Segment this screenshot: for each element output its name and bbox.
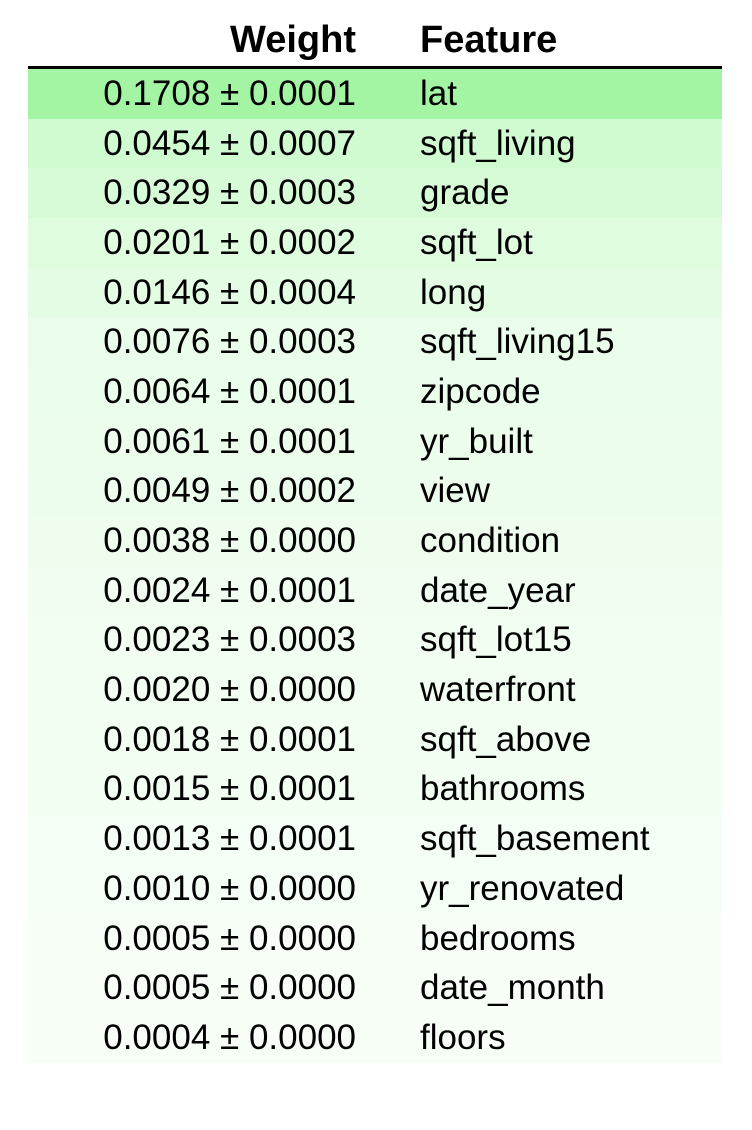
feature-cell: sqft_living <box>420 123 576 163</box>
feature-cell: bathrooms <box>420 769 586 809</box>
table-row: 0.0076 ± 0.0003 sqft_living15 <box>28 317 722 368</box>
table-row: 0.0049 ± 0.0002 view <box>28 466 722 517</box>
feature-cell: bedrooms <box>420 918 576 958</box>
feature-cell: sqft_lot <box>420 222 533 262</box>
table-row: 0.0061 ± 0.0001 yr_built <box>28 416 722 467</box>
weight-cell: 0.0076 ± 0.0003 <box>103 322 356 362</box>
feature-weights-table-container: Weight Feature 0.1708 ± 0.0001 lat 0.0454 … <box>28 14 722 1063</box>
feature-cell: lat <box>420 73 457 113</box>
feature-cell: view <box>420 471 491 511</box>
table-row: 0.1708 ± 0.0001 lat <box>28 67 722 119</box>
feature-cell: waterfront <box>420 670 576 710</box>
table-row: 0.0005 ± 0.0000 bedrooms <box>28 913 722 964</box>
table-row: 0.0020 ± 0.0000 waterfront <box>28 665 722 715</box>
weight-cell: 0.0005 ± 0.0000 <box>103 918 356 958</box>
weight-cell: 0.0454 ± 0.0007 <box>103 123 356 163</box>
weight-cell: 0.0064 ± 0.0001 <box>103 371 356 411</box>
feature-cell: date_month <box>420 968 605 1008</box>
feature-cell: sqft_living15 <box>420 322 615 362</box>
weight-cell: 0.0015 ± 0.0001 <box>103 769 356 809</box>
table-row: 0.0015 ± 0.0001 bathrooms <box>28 764 722 815</box>
weight-cell: 0.0004 ± 0.0000 <box>103 1017 356 1057</box>
feature-weights-table: Weight Feature 0.1708 ± 0.0001 lat 0.0454 … <box>28 14 722 1063</box>
table-row: 0.0004 ± 0.0000 floors <box>28 1013 722 1063</box>
table-row: 0.0005 ± 0.0000 date_month <box>28 963 722 1014</box>
feature-cell: zipcode <box>420 371 541 411</box>
table-row: 0.0013 ± 0.0001 sqft_basement <box>28 814 722 864</box>
feature-cell: grade <box>420 173 510 213</box>
table-row: 0.0018 ± 0.0001 sqft_above <box>28 714 722 765</box>
weight-cell: 0.0013 ± 0.0001 <box>103 819 356 859</box>
table-row: 0.0024 ± 0.0001 date_year <box>28 565 722 616</box>
weight-cell: 0.1708 ± 0.0001 <box>103 73 356 113</box>
weight-cell: 0.0023 ± 0.0003 <box>103 620 356 660</box>
weight-cell: 0.0010 ± 0.0000 <box>103 868 356 908</box>
table-header: Weight Feature <box>28 14 722 69</box>
table-row: 0.0064 ± 0.0001 zipcode <box>28 367 722 417</box>
weight-cell: 0.0018 ± 0.0001 <box>103 719 356 759</box>
table-row: 0.0023 ± 0.0003 sqft_lot15 <box>28 615 722 666</box>
feature-cell: long <box>420 272 487 312</box>
weight-cell: 0.0201 ± 0.0002 <box>103 222 356 262</box>
table-row: 0.0146 ± 0.0004 long <box>28 267 722 318</box>
feature-cell: sqft_basement <box>420 819 650 859</box>
weight-cell: 0.0329 ± 0.0003 <box>103 173 356 213</box>
weight-column-header: Weight <box>28 14 388 69</box>
feature-cell: sqft_above <box>420 719 592 759</box>
table-row: 0.0010 ± 0.0000 yr_renovated <box>28 864 722 914</box>
table-row: 0.0329 ± 0.0003 grade <box>28 168 722 219</box>
weight-cell: 0.0005 ± 0.0000 <box>103 968 356 1008</box>
header-row: Weight Feature <box>28 14 722 69</box>
feature-cell: condition <box>420 521 561 561</box>
feature-cell: sqft_lot15 <box>420 620 572 660</box>
feature-cell: yr_built <box>420 421 533 461</box>
table-row: 0.0201 ± 0.0002 sqft_lot <box>28 218 722 268</box>
weight-cell: 0.0146 ± 0.0004 <box>103 272 356 312</box>
table-body: 0.1708 ± 0.0001 lat 0.0454 ± 0.0007 sqft_li… <box>28 67 722 1063</box>
weight-cell: 0.0024 ± 0.0001 <box>103 570 356 610</box>
feature-cell: date_year <box>420 570 576 610</box>
feature-cell: yr_renovated <box>420 868 625 908</box>
weight-cell: 0.0038 ± 0.0000 <box>103 521 356 561</box>
feature-cell: floors <box>420 1017 506 1057</box>
table-row: 0.0454 ± 0.0007 sqft_living <box>28 118 722 169</box>
weight-cell: 0.0049 ± 0.0002 <box>103 471 356 511</box>
weight-cell: 0.0061 ± 0.0001 <box>103 421 356 461</box>
feature-column-header: Feature <box>388 14 722 69</box>
table-row: 0.0038 ± 0.0000 condition <box>28 516 722 566</box>
weight-cell: 0.0020 ± 0.0000 <box>103 670 356 710</box>
